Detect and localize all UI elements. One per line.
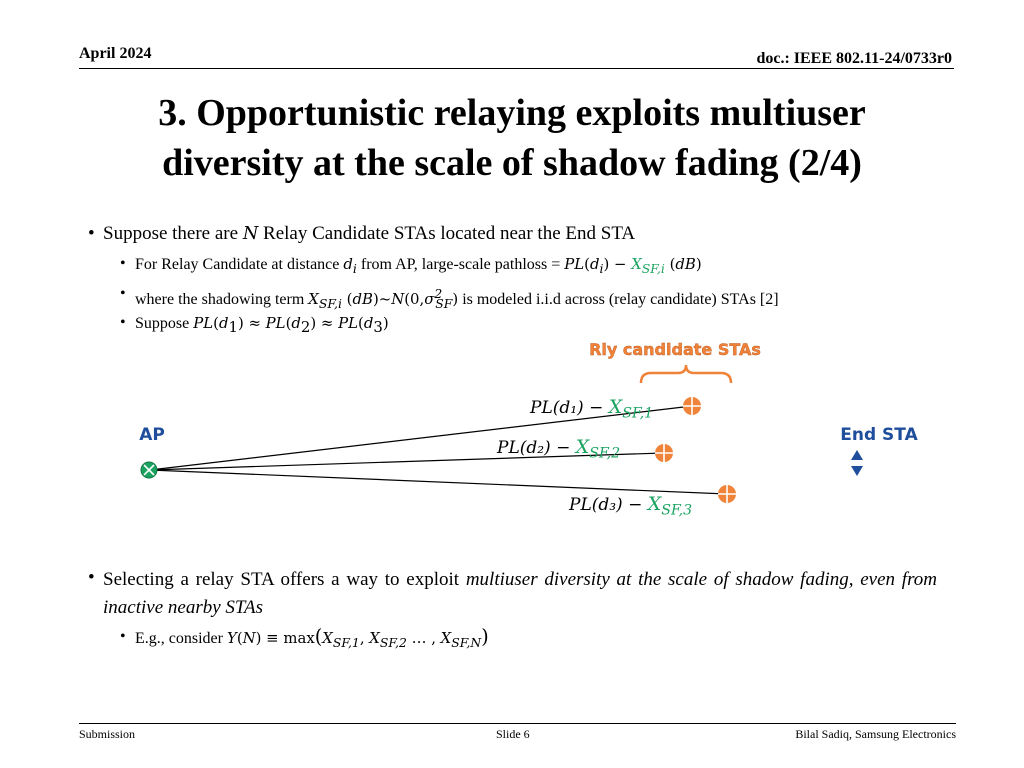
end-sta-label: End STA [840,425,918,445]
relay-node-2-icon [655,444,673,462]
relay-node-3-icon [718,485,736,503]
pathloss-label-3: PL(d₃) − XSF,3 [569,493,693,519]
link-3 [149,469,728,495]
link-1 [149,405,693,471]
rly-candidate-label: Rly candidate STAs [589,340,761,359]
footer-divider [79,723,956,724]
header-divider [79,68,954,69]
ap-label: AP [139,425,165,445]
title-line-1: 3. Opportunistic relaying exploits multi… [158,92,866,134]
pathloss-label-1: PL(d₁) − XSF,1 [530,396,654,422]
candidate-brace [639,364,733,384]
title-line-2: diversity at the scale of shadow fading … [162,142,862,184]
bullet-selecting-relay: Selecting a relay STA offers a way to ex… [103,569,937,618]
footer-slide-number: Slide 6 [496,727,530,741]
end-sta-icon [851,450,863,476]
header-doc-id: doc.: IEEE 802.11-24/0733r0 [756,50,952,67]
footer-submission: Submission [79,727,136,741]
relay-node-1-icon [683,397,701,415]
ap-node-icon [140,461,158,479]
slide-title: 3. Opportunistic relaying exploits multi… [60,88,964,188]
header-date: April 2024 [79,45,152,62]
link-2 [149,452,664,471]
pathloss-label-2: PL(d₂) − XSF,2 [497,436,621,462]
footer-author: Bilal Sadiq, Samsung Electronics [795,727,956,741]
